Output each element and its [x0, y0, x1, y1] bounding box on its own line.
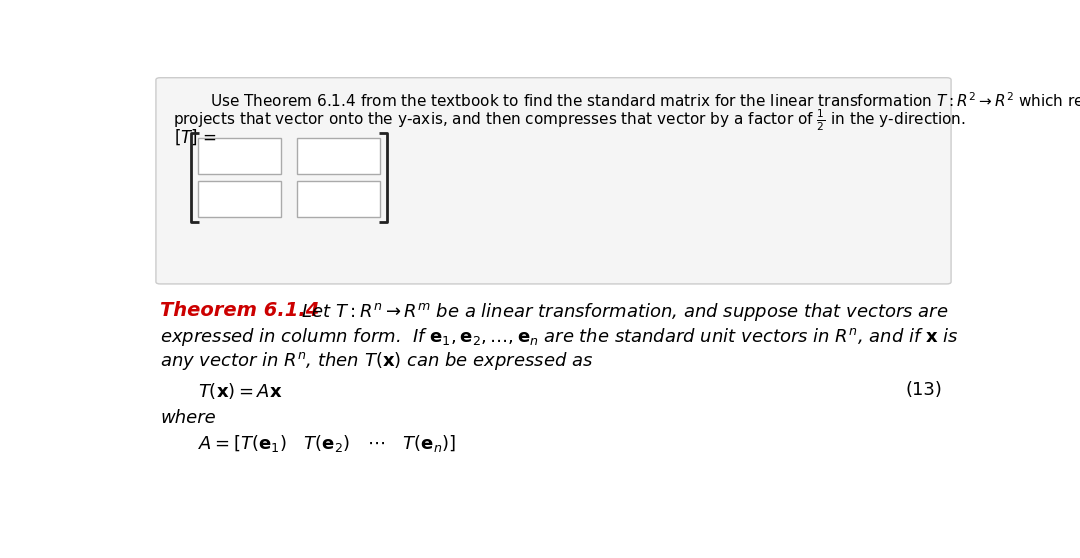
Text: Theorem 6.1.4: Theorem 6.1.4 — [160, 301, 320, 320]
Text: expressed in column form.  If $\mathbf{e}_1, \mathbf{e}_2, \ldots, \mathbf{e}_n$: expressed in column form. If $\mathbf{e}… — [160, 326, 959, 348]
Text: projects that vector onto the y-axis, and then compresses that vector by a facto: projects that vector onto the y-axis, an… — [173, 107, 966, 133]
Text: any vector in $R^n$, then $T(\mathbf{x})$ can be expressed as: any vector in $R^n$, then $T(\mathbf{x})… — [160, 350, 594, 372]
Text: where: where — [160, 408, 216, 426]
Text: $A = [T(\mathbf{e}_1) \quad T(\mathbf{e}_2) \quad \cdots \quad T(\mathbf{e}_n)]$: $A = [T(\mathbf{e}_1) \quad T(\mathbf{e}… — [198, 433, 456, 454]
Text: (13): (13) — [906, 381, 943, 398]
Text: $[T]$ =: $[T]$ = — [174, 127, 217, 147]
Text: $T(\mathbf{x}) = A\mathbf{x}$: $T(\mathbf{x}) = A\mathbf{x}$ — [198, 381, 282, 401]
Bar — [297, 181, 380, 217]
Bar — [297, 138, 380, 174]
Text: Let $T : R^n \rightarrow R^m$ be a linear transformation, and suppose that vecto: Let $T : R^n \rightarrow R^m$ be a linea… — [289, 301, 948, 323]
Bar — [198, 138, 282, 174]
Text: Use Theorem 6.1.4 from the textbook to find the standard matrix for the linear t: Use Theorem 6.1.4 from the textbook to f… — [211, 90, 1080, 112]
Bar — [198, 181, 282, 217]
FancyBboxPatch shape — [156, 78, 951, 284]
